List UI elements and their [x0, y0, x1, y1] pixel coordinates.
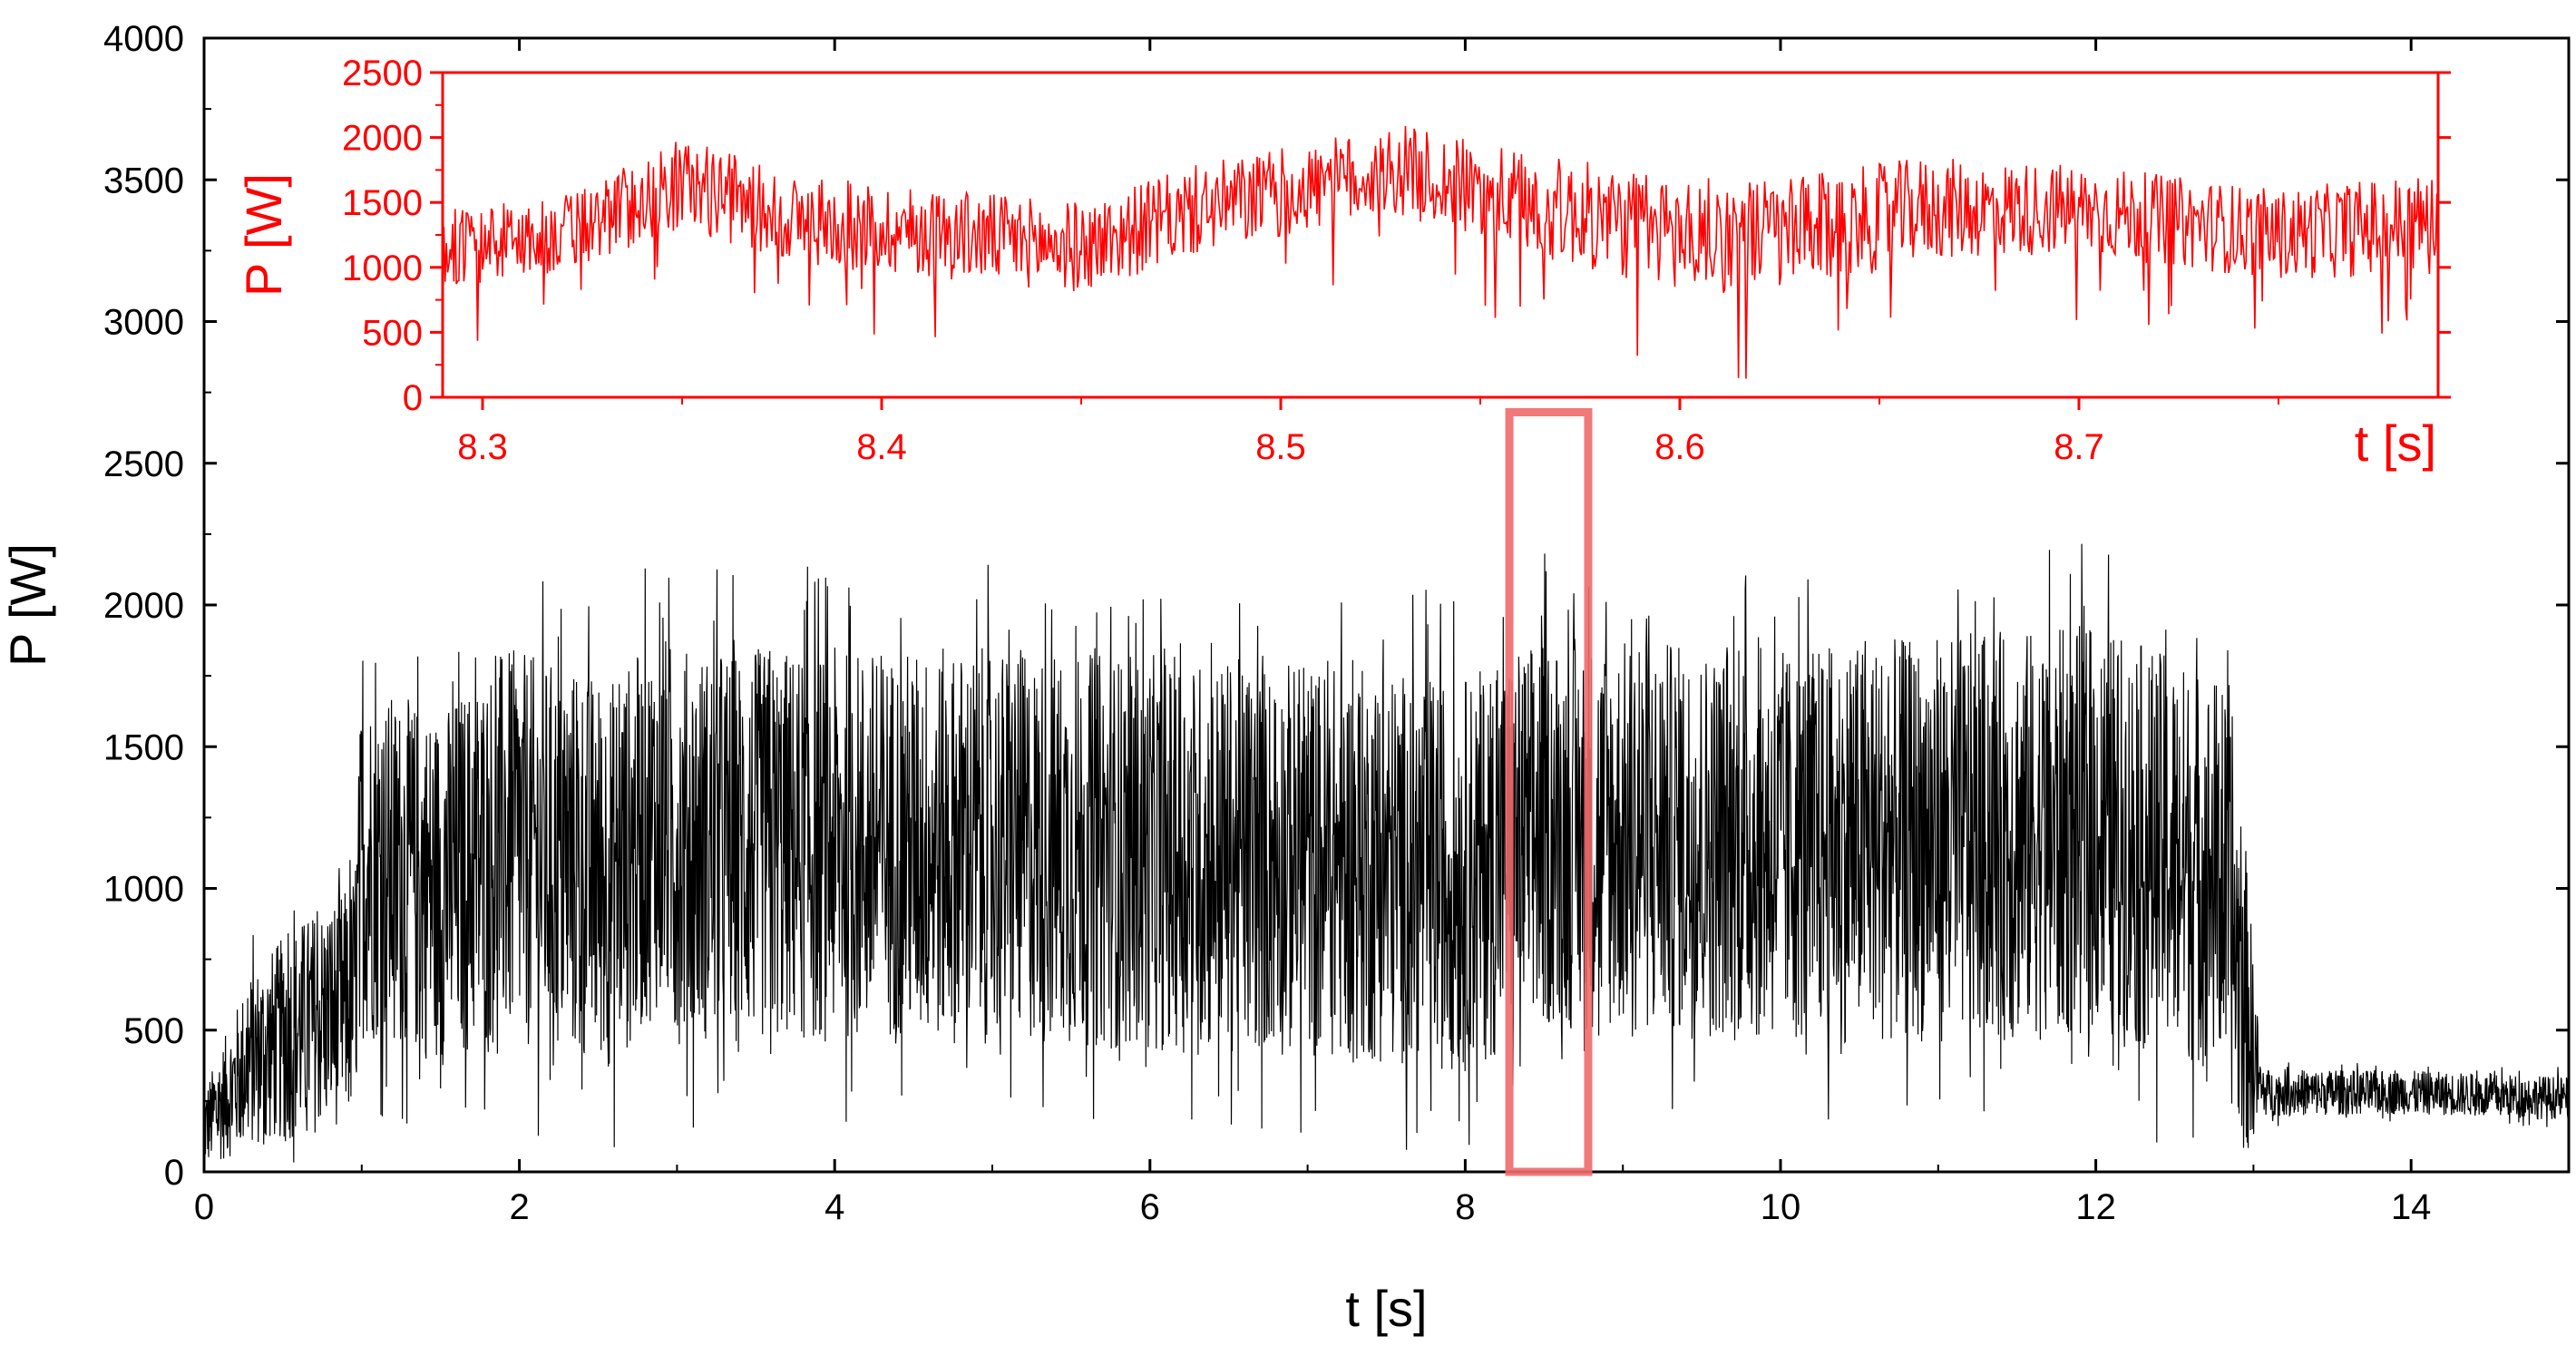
inset-plot: 8.3 8.4 8.5 8.6 8.7 0 500 1000 1500 2000 2500 t […: [235, 54, 2451, 472]
inset-x-tick-label: 8.3: [457, 427, 508, 467]
main-x-tick-label: 2: [509, 1187, 529, 1227]
inset-x-tick-label: 8.5: [1255, 427, 1306, 467]
inset-series-group: [442, 125, 2439, 379]
inset-y-tick-label: 1500: [342, 183, 423, 223]
inset-x-ticks: 8.3 8.4 8.5 8.6 8.7: [457, 397, 2279, 467]
inset-y-tick-label: 0: [403, 378, 423, 418]
main-y-tick-label: 4000: [103, 19, 184, 59]
main-y-tick-label: 1000: [103, 870, 184, 910]
main-x-tick-label: 14: [2391, 1187, 2432, 1227]
inset-y-ticks: 0 500 1000 1500 2000 2500: [342, 54, 2451, 418]
inset-y-tick-label: 2000: [342, 119, 423, 159]
inset-x-axis-title: t [s]: [2355, 415, 2436, 472]
main-x-tick-label: 12: [2075, 1187, 2116, 1227]
inset-y-tick-label: 2500: [342, 54, 423, 93]
main-plot: 0 2 4 6 8 10 12 14 0 500 1000 1500 2000 2500 3000 3500…: [0, 19, 2571, 1337]
main-y-tick-label: 0: [164, 1153, 184, 1193]
main-x-tick-label: 10: [1761, 1187, 1801, 1227]
main-series-group: [203, 543, 2570, 1163]
main-y-tick-label: 3000: [103, 303, 184, 343]
main-highlight-group: [1505, 408, 1593, 1176]
inset-x-tick-label: 8.4: [856, 427, 907, 467]
inset-y-tick-label: 1000: [342, 249, 423, 288]
main-x-axis-title: t [s]: [1345, 1280, 1427, 1337]
inset-x-tick-label: 8.6: [1654, 427, 1705, 467]
inset-y-tick-label: 500: [362, 313, 423, 353]
main-x-tick-label: 8: [1455, 1187, 1475, 1227]
main-y-axis-title: P [W]: [0, 543, 56, 667]
main-y-ticks: 0 500 1000 1500 2000 2500 3000 3500 4000: [103, 19, 2569, 1193]
main-x-tick-label: 4: [825, 1187, 844, 1227]
inset-x-tick-label: 8.7: [2054, 427, 2104, 467]
main-y-tick-label: 500: [123, 1011, 184, 1051]
main-y-tick-label: 2000: [103, 586, 184, 626]
main-highlight-box: [1505, 408, 1593, 1176]
main-x-tick-label: 0: [194, 1187, 214, 1227]
main-series-line: [203, 543, 2570, 1163]
main-y-tick-label: 1500: [103, 727, 184, 767]
inset-y-axis-title: P [W]: [235, 173, 292, 297]
main-y-tick-label: 3500: [103, 161, 184, 200]
inset-series-line: [442, 125, 2439, 379]
main-y-tick-label: 2500: [103, 444, 184, 484]
main-x-ticks: 0 2 4 6 8 10 12 14: [194, 38, 2432, 1227]
main-x-tick-label: 6: [1140, 1187, 1160, 1227]
